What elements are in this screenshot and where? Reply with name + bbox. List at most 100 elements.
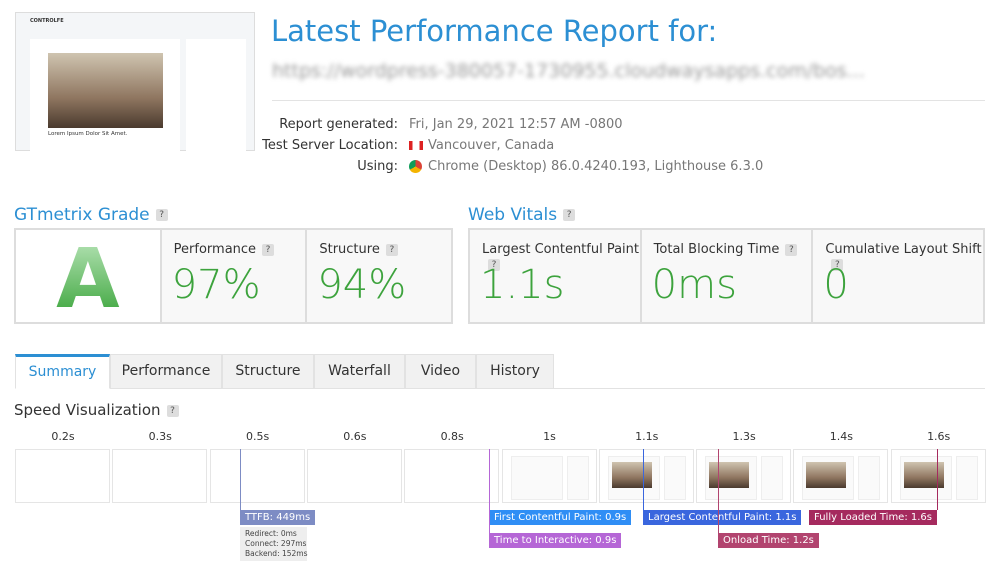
meta-value: Chrome (Desktop) 86.0.4240.193, Lighthou… bbox=[428, 159, 764, 174]
metric-label-text: Largest Contentful Paint bbox=[482, 242, 640, 257]
frame-sidebar bbox=[566, 456, 589, 500]
marker-label: TTFB: 449ms bbox=[240, 510, 316, 525]
help[interactable]: ? bbox=[385, 243, 398, 256]
caption: Lorem Ipsum Dolor Sit Amet. bbox=[48, 131, 128, 137]
sidebar bbox=[186, 39, 246, 151]
tab[interactable]: Summary bbox=[15, 354, 110, 389]
frame bbox=[890, 449, 986, 503]
metric-label-text: Cumulative Layout Shift bbox=[825, 242, 982, 257]
frame-photo bbox=[709, 462, 750, 488]
title: Latest Performance Report for: bbox=[271, 14, 718, 48]
frame-time: 0.6s bbox=[343, 430, 367, 443]
brand: CONTROLFE bbox=[30, 18, 64, 24]
help[interactable]: ? bbox=[166, 404, 179, 417]
frame bbox=[598, 449, 694, 503]
heading-text: GTmetrix Grade bbox=[14, 205, 150, 225]
frame bbox=[404, 449, 500, 503]
frame-content bbox=[510, 456, 563, 500]
tab[interactable]: Video bbox=[405, 354, 476, 389]
meta-label: Test Server Location: bbox=[262, 138, 398, 153]
frame-time: 0.3s bbox=[148, 430, 172, 443]
marker-label: First Contentful Paint: 0.9s bbox=[489, 510, 632, 525]
chrome-icon bbox=[409, 160, 422, 173]
tab[interactable]: History bbox=[476, 354, 554, 389]
heading-text: Web Vitals bbox=[468, 205, 558, 225]
marker-line bbox=[718, 449, 719, 533]
frame bbox=[501, 449, 597, 503]
frame-time: 1.6s bbox=[927, 430, 951, 443]
frame-sidebar bbox=[761, 456, 784, 500]
frame-time: 1s bbox=[543, 430, 556, 443]
photo bbox=[48, 53, 163, 128]
marker-line bbox=[489, 449, 490, 533]
help[interactable]: ? bbox=[262, 243, 275, 256]
help[interactable]: ? bbox=[563, 209, 576, 221]
grade-cell: A bbox=[16, 230, 160, 327]
grade-box: A Performance? 97% Structure? 94% bbox=[14, 228, 453, 327]
marker-label: Time to Interactive: 0.9s bbox=[489, 533, 622, 548]
frame-time: 1.1s bbox=[635, 430, 659, 443]
frame-time: 0.2s bbox=[51, 430, 75, 443]
metric-label: Performance? bbox=[173, 242, 275, 257]
help[interactable]: ? bbox=[488, 258, 500, 271]
help[interactable]: ? bbox=[831, 258, 844, 271]
frame-photo bbox=[806, 462, 847, 488]
metric-label-text: Total Blocking Time bbox=[653, 242, 780, 257]
vitals-box: Largest Contentful Paint? 1.1s Total Block… bbox=[468, 228, 985, 324]
marker-line bbox=[643, 449, 644, 510]
frame bbox=[112, 449, 208, 503]
marker-line bbox=[937, 449, 938, 510]
metric-label: Total Blocking Time? bbox=[654, 242, 798, 257]
frame-photo bbox=[611, 462, 652, 488]
metric-label: Structure? bbox=[319, 242, 398, 257]
detail: Connect: 297ms bbox=[245, 539, 307, 548]
metric-cell: Performance? 97% bbox=[161, 230, 306, 322]
help[interactable]: ? bbox=[785, 243, 798, 256]
tab[interactable]: Performance bbox=[110, 354, 222, 389]
meta-value: Vancouver, Canada bbox=[428, 138, 555, 153]
grade-heading: GTmetrix Grade? bbox=[14, 205, 168, 225]
frame bbox=[306, 449, 402, 503]
metric-value: 0 bbox=[823, 262, 849, 308]
metric-cell: Cumulative Layout Shift? 0 bbox=[813, 230, 984, 322]
marker-label: Largest Contentful Paint: 1.1s bbox=[643, 510, 802, 525]
frame-time: 1.3s bbox=[732, 430, 756, 443]
grade-letter: A bbox=[16, 232, 160, 327]
metric-value: 94% bbox=[317, 262, 407, 308]
tab[interactable]: Structure bbox=[222, 354, 314, 389]
meta-label: Report generated: bbox=[279, 117, 398, 132]
metric-value: 1.1s bbox=[480, 262, 565, 308]
metric-label: Largest Contentful Paint? bbox=[482, 242, 640, 272]
thumbnail: CONTROLFE Lorem Ipsum Dolor Sit Amet. bbox=[15, 12, 255, 151]
marker-label: Fully Loaded Time: 1.6s bbox=[809, 510, 937, 525]
metric-value: 0ms bbox=[651, 262, 737, 308]
metric-label: Cumulative Layout Shift? bbox=[825, 242, 983, 272]
meta-value: Fri, Jan 29, 2021 12:57 AM -0800 bbox=[409, 117, 623, 132]
frame-sidebar bbox=[858, 456, 881, 500]
frame-sidebar bbox=[663, 456, 686, 500]
metric-label-text: Performance bbox=[173, 242, 257, 257]
metric-value: 97% bbox=[171, 262, 261, 308]
detail: Backend: 152ms bbox=[245, 549, 308, 558]
frame bbox=[15, 449, 110, 503]
frame-time: 0.8s bbox=[440, 430, 464, 443]
frame bbox=[209, 449, 305, 503]
help[interactable]: ? bbox=[155, 209, 168, 221]
marker-label: Onload Time: 1.2s bbox=[718, 533, 819, 548]
frame-time: 0.5s bbox=[245, 430, 270, 443]
flag-icon bbox=[409, 141, 423, 150]
frame-time: 1.4s bbox=[829, 430, 853, 443]
viz-heading: Speed Visualization? bbox=[14, 401, 179, 419]
heading-text: Speed Visualization bbox=[14, 401, 161, 419]
tab[interactable]: Waterfall bbox=[314, 354, 405, 389]
divider bbox=[272, 100, 985, 101]
detail: Redirect: 0ms bbox=[245, 529, 297, 538]
url: https://wordpress-380057-1730955.cloudwa… bbox=[272, 60, 865, 82]
marker-details: Redirect: 0ms Connect: 297ms Backend: 152m… bbox=[240, 527, 308, 561]
meta-label: Using: bbox=[357, 159, 398, 174]
frame bbox=[696, 449, 792, 503]
metric-cell: Largest Contentful Paint? 1.1s bbox=[470, 230, 640, 322]
metric-label-text: Structure bbox=[319, 242, 380, 257]
frame bbox=[793, 449, 889, 503]
